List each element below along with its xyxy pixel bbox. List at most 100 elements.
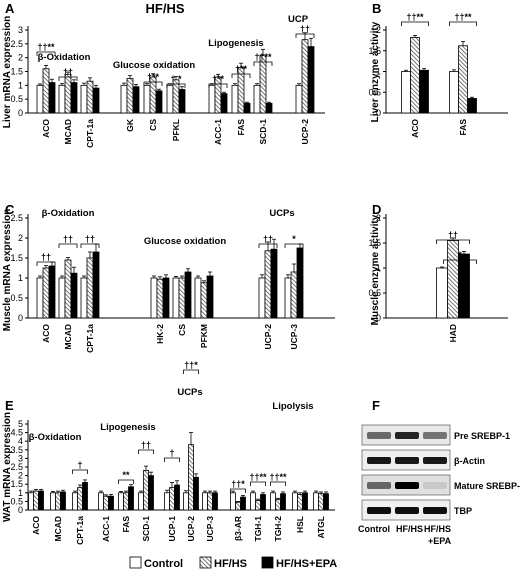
- panel-e-bar: [270, 492, 276, 511]
- panel-e-sig-bracket: [183, 369, 199, 374]
- panel-e-bar: [323, 493, 329, 511]
- panel-e-bar: [183, 492, 189, 511]
- panel-a-bar: [92, 87, 100, 114]
- blot-row-label: Mature SREBP-1: [454, 481, 520, 491]
- panel-b-category-label: FAS: [458, 119, 468, 136]
- panel-e-group-label: β-Oxidation: [29, 432, 82, 443]
- blot-band: [395, 482, 419, 489]
- panel-e-sig-bracket: [118, 479, 134, 484]
- blot-lane-label-epa: +EPA: [428, 536, 452, 546]
- panel-e-bar: [143, 470, 149, 511]
- panel-c-sig-bracket: [80, 243, 100, 248]
- panel-a-bar: [126, 78, 134, 114]
- panel-c-bar: [258, 277, 266, 319]
- blot-band: [423, 482, 447, 489]
- panel-c-group-label: UCPs: [269, 208, 294, 219]
- panel-e-category-label: TGH-2: [273, 516, 283, 542]
- panel-e-bar: [72, 492, 78, 511]
- panel-a-ytick-label: 0: [18, 108, 23, 118]
- panel-e-bar: [50, 492, 56, 511]
- panel-e-sig-label: ††: [141, 440, 151, 450]
- panel-e-ytick-label: 3: [18, 453, 23, 463]
- panel-b-bar: [467, 98, 477, 114]
- panel-c-category-label: CS: [177, 324, 187, 336]
- panel-a-category-label: UCP-2: [300, 119, 310, 145]
- panel-e-ytick-label: 5: [18, 419, 23, 429]
- panel-a-bar: [243, 102, 251, 114]
- panel-e-sig-bracket: [250, 481, 266, 486]
- panel-e-letter: E: [5, 398, 14, 413]
- panel-e-bar: [60, 491, 66, 511]
- panel-c-bar: [184, 271, 192, 319]
- panel-c-sig-label: ††: [63, 234, 73, 244]
- panel-d-bar: [436, 267, 448, 319]
- panel-a-sig-bracket: [208, 83, 228, 88]
- panel-c-category-label: UCP-3: [289, 324, 299, 350]
- panel-e-sig-label: **: [122, 470, 130, 480]
- panel-b-letter: B: [372, 1, 381, 16]
- panel-e-ytick-label: 2.5: [10, 462, 23, 472]
- panel-c-bar: [206, 275, 214, 319]
- panel-c-bar: [284, 277, 292, 319]
- panel-c-category-label: ACO: [41, 324, 51, 343]
- blot-lane-label-control: Control: [358, 524, 390, 534]
- panel-a-sig-label: † *: [170, 74, 182, 84]
- panel-e-bar: [174, 484, 180, 511]
- panel-c-ytick-label: 0.5: [10, 293, 23, 303]
- panel-e-bar: [202, 492, 208, 511]
- panel-d-ytick-label: 0: [376, 313, 381, 323]
- panel-b-ytick-label: 2: [376, 25, 381, 35]
- legend-swatch: [261, 556, 274, 569]
- panel-e-sig-bracket: [270, 481, 286, 486]
- blot-band: [367, 432, 391, 439]
- panel-c-sig-bracket: [36, 261, 56, 266]
- panel-a-bar: [208, 84, 216, 114]
- legend-label: HF/HS: [214, 558, 247, 570]
- panel-a-bar: [149, 76, 157, 114]
- panel-e-sig-label: ††*: [231, 479, 245, 489]
- panel-c-sig-label: ††: [41, 252, 51, 262]
- panel-d-ylabel: Muscle enzyme activity: [370, 214, 381, 325]
- panel-a-sig-label: ††: [300, 24, 310, 34]
- panel-e-sig-bracket: [164, 457, 180, 462]
- panel-e-bar: [275, 499, 281, 511]
- panel-a-bar: [64, 73, 72, 114]
- panel-d-ytick-label: 2: [376, 213, 381, 223]
- panel-e-bar: [260, 494, 266, 511]
- blot-row-label: β-Actin: [454, 456, 485, 466]
- panel-e-bar: [235, 501, 241, 511]
- panel-b-ytick-label: 1.5: [368, 46, 381, 56]
- panel-e-sig-label: ††**: [269, 472, 287, 482]
- panel-e-ylabel: WAT mRNA expression: [2, 412, 13, 522]
- panel-b-ytick-label: 1: [376, 67, 381, 77]
- panel-e-ytick-label: 0: [18, 505, 23, 515]
- blot-band: [423, 432, 447, 439]
- panel-d-bar: [447, 240, 459, 319]
- panel-e-bar: [212, 492, 218, 511]
- panel-b-bar: [419, 69, 429, 114]
- panel-b-sig-label: ††**: [454, 12, 472, 22]
- panel-c-bar: [200, 282, 208, 319]
- panel-c-sig-label: ††: [263, 234, 273, 244]
- blot-lane-label-hfhs: HF/HS: [396, 524, 423, 534]
- panel-b-sig-label: ††**: [406, 12, 424, 22]
- panel-a-bar: [265, 102, 273, 114]
- panel-a-bar: [120, 84, 128, 114]
- blot-band: [395, 432, 419, 439]
- panel-a-bar: [231, 84, 239, 114]
- blot-row-label: TBP: [454, 506, 472, 516]
- panel-e-bar: [313, 492, 319, 511]
- panel-c-bar: [80, 277, 88, 319]
- panel-c-bar: [162, 277, 170, 319]
- panel-e-bar: [318, 493, 324, 511]
- panel-c-bar: [64, 259, 72, 319]
- panel-a-bar: [36, 84, 44, 114]
- panel-e-ytick-label: 0.5: [10, 496, 23, 506]
- panel-e-category-label: β3-AR: [233, 516, 243, 541]
- panel-e-bar: [188, 444, 194, 511]
- panel-e-bar: [82, 482, 88, 511]
- panel-d-category-label: HAD: [448, 324, 458, 342]
- panel-e-ytick-label: 2: [18, 471, 23, 481]
- panel-a-ytick-label: 2: [18, 53, 23, 63]
